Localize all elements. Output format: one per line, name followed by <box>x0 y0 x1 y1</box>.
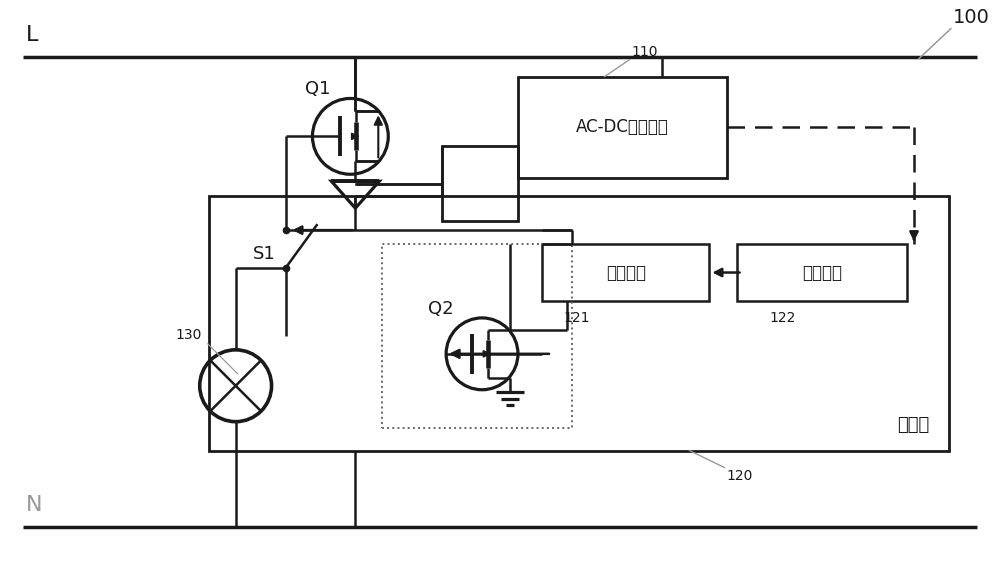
Text: Q2: Q2 <box>428 300 454 318</box>
Bar <box>209 196 949 451</box>
Bar <box>382 244 572 428</box>
Text: 稳流器: 稳流器 <box>897 415 929 434</box>
Text: L: L <box>26 24 39 45</box>
Text: 100: 100 <box>953 7 990 27</box>
Bar <box>518 76 727 178</box>
Bar <box>542 244 709 301</box>
Text: 儲能模塊: 儲能模塊 <box>802 264 842 281</box>
Text: 130: 130 <box>176 328 202 342</box>
Text: S1: S1 <box>253 245 276 263</box>
Bar <box>442 147 518 221</box>
Text: N: N <box>26 495 43 516</box>
Text: 122: 122 <box>769 311 795 325</box>
Text: 120: 120 <box>726 469 753 483</box>
Bar <box>737 244 907 301</box>
Text: Q1: Q1 <box>305 80 331 98</box>
Text: AC-DC取電回路: AC-DC取電回路 <box>576 118 669 136</box>
Text: 121: 121 <box>564 311 590 325</box>
Text: 110: 110 <box>632 45 658 58</box>
Text: 控制模塊: 控制模塊 <box>606 264 646 281</box>
